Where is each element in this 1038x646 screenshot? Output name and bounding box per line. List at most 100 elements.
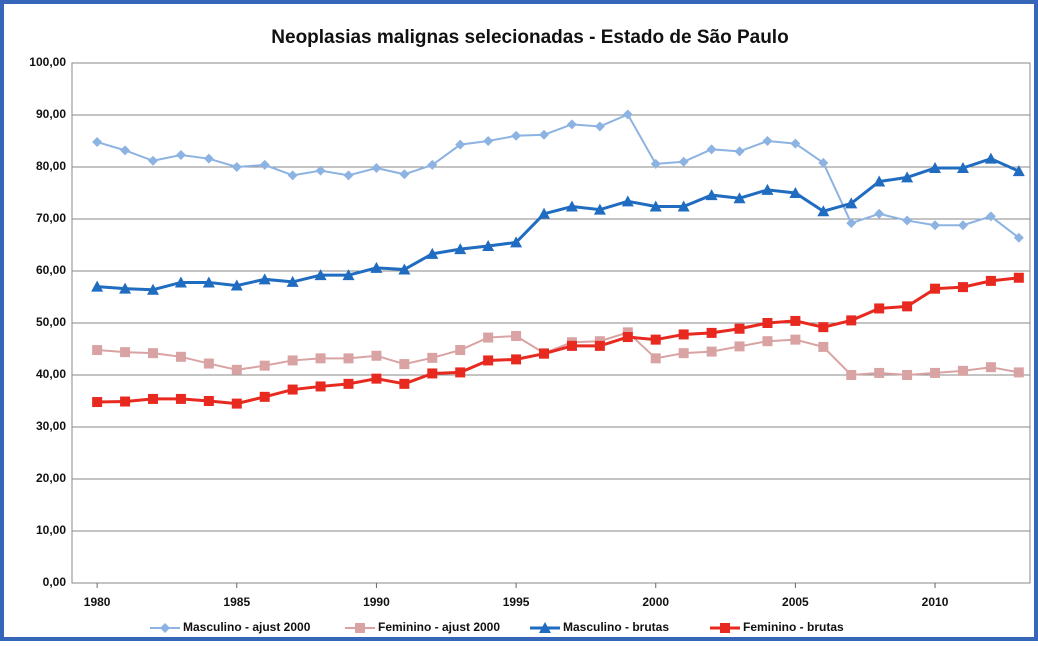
y-tick-label: 50,00 bbox=[36, 315, 66, 329]
data-point bbox=[455, 345, 466, 356]
y-tick-label: 0,00 bbox=[43, 575, 67, 589]
x-tick-label: 2005 bbox=[782, 595, 809, 609]
data-point bbox=[734, 341, 745, 352]
data-point bbox=[706, 346, 717, 357]
data-point bbox=[511, 130, 522, 141]
data-point bbox=[874, 367, 885, 378]
data-point bbox=[259, 391, 270, 402]
data-point bbox=[483, 355, 494, 366]
data-point bbox=[287, 355, 298, 366]
data-point bbox=[231, 364, 242, 375]
legend-label: Feminino - brutas bbox=[743, 620, 844, 634]
chart-title: Neoplasias malignas selecionadas - Estad… bbox=[271, 27, 788, 48]
data-point bbox=[203, 396, 214, 406]
data-point bbox=[789, 187, 802, 198]
data-point bbox=[594, 121, 605, 132]
data-point bbox=[622, 109, 633, 120]
data-point bbox=[706, 327, 717, 338]
data-point bbox=[315, 165, 326, 176]
data-point bbox=[399, 359, 410, 370]
data-point bbox=[287, 170, 298, 181]
y-tick-label: 30,00 bbox=[36, 419, 66, 433]
data-point bbox=[203, 358, 214, 369]
legend-marker bbox=[720, 623, 730, 633]
data-point bbox=[929, 162, 942, 174]
data-point bbox=[231, 162, 242, 172]
data-point bbox=[258, 273, 271, 285]
data-point bbox=[677, 200, 690, 212]
y-tick-label: 40,00 bbox=[36, 367, 66, 381]
data-point bbox=[286, 275, 299, 287]
data-point bbox=[762, 136, 773, 146]
data-point bbox=[678, 348, 689, 359]
legend-marker bbox=[355, 623, 365, 633]
y-tick-label: 70,00 bbox=[36, 211, 66, 225]
data-point bbox=[92, 397, 103, 408]
legend-marker bbox=[539, 622, 551, 633]
data-point bbox=[706, 144, 717, 155]
data-point bbox=[427, 368, 438, 379]
data-point bbox=[91, 280, 104, 292]
data-point bbox=[818, 322, 829, 333]
series-line bbox=[97, 157, 1020, 292]
x-tick-label: 1990 bbox=[363, 595, 390, 609]
data-point bbox=[565, 200, 578, 212]
x-tick-label: 1995 bbox=[503, 595, 530, 609]
data-point bbox=[259, 360, 270, 371]
data-point bbox=[120, 145, 131, 156]
data-point bbox=[120, 347, 131, 358]
data-point bbox=[761, 183, 774, 195]
data-point bbox=[901, 171, 914, 183]
data-point bbox=[175, 393, 186, 404]
data-point bbox=[230, 279, 243, 291]
data-point bbox=[454, 243, 467, 255]
data-point bbox=[649, 200, 662, 212]
data-point bbox=[483, 332, 494, 343]
data-point bbox=[427, 159, 438, 170]
data-point bbox=[985, 211, 996, 222]
data-point bbox=[790, 334, 801, 345]
data-point bbox=[539, 348, 550, 359]
data-point bbox=[733, 192, 746, 204]
data-point bbox=[120, 396, 131, 407]
data-point bbox=[343, 378, 354, 389]
x-tick-label: 1985 bbox=[223, 595, 250, 609]
data-point bbox=[957, 282, 968, 293]
data-point bbox=[902, 370, 913, 380]
data-point bbox=[426, 247, 439, 259]
data-point bbox=[538, 207, 551, 219]
data-point bbox=[539, 129, 550, 140]
data-point bbox=[1013, 232, 1024, 243]
legend-marker bbox=[160, 623, 170, 633]
data-point bbox=[734, 323, 745, 334]
data-point bbox=[790, 138, 801, 149]
y-tick-label: 20,00 bbox=[36, 471, 66, 485]
data-point bbox=[818, 341, 829, 352]
data-point bbox=[594, 340, 605, 351]
data-point bbox=[147, 155, 158, 166]
legend-label: Masculino - ajust 2000 bbox=[183, 620, 311, 634]
legend-label: Feminino - ajust 2000 bbox=[378, 620, 500, 634]
data-point bbox=[734, 146, 745, 157]
y-tick-label: 10,00 bbox=[36, 523, 66, 537]
x-tick-label: 1980 bbox=[84, 595, 111, 609]
data-point bbox=[874, 208, 885, 219]
data-point bbox=[399, 378, 410, 389]
data-point bbox=[622, 332, 633, 343]
data-point bbox=[678, 329, 689, 340]
data-point bbox=[371, 373, 382, 384]
data-point bbox=[956, 162, 969, 174]
data-point bbox=[1012, 165, 1025, 177]
y-tick-label: 80,00 bbox=[36, 159, 66, 173]
data-point bbox=[370, 261, 383, 273]
y-tick-label: 90,00 bbox=[36, 107, 66, 121]
data-point bbox=[455, 367, 466, 378]
data-point bbox=[873, 175, 886, 187]
data-point bbox=[846, 370, 857, 380]
y-tick-label: 60,00 bbox=[36, 263, 66, 277]
data-point bbox=[482, 240, 495, 252]
data-point bbox=[399, 169, 410, 180]
data-point bbox=[92, 345, 103, 356]
